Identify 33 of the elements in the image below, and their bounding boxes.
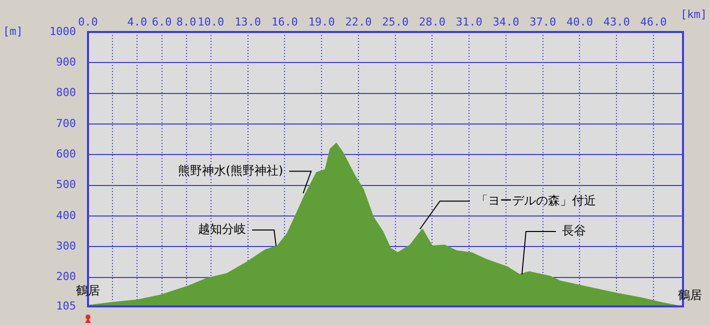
y-tick-label: 1000 [50,24,76,38]
y-tick-label: 200 [56,270,76,284]
annotation: 越知分岐 [198,222,246,236]
x-tick-label: 19.0 [308,15,335,28]
y-tick-label: 700 [56,116,76,130]
y-tick-label: 105 [56,299,76,312]
y-tick-label: 900 [56,56,76,69]
x-tick-label: 46.0 [640,15,667,28]
annotation: 熊野神水(熊野神社) [178,163,284,178]
y-tick-label: 800 [56,86,76,100]
y-axis-title: [m] [3,24,23,38]
x-tick-label: 25.0 [382,15,409,28]
x-axis-title: [km] [680,8,707,21]
annotation: 長谷 [562,224,586,238]
x-tick-label: 8.0 [176,15,196,28]
x-tick-label: 0.0 [78,15,98,28]
x-tick-label: 40.0 [566,15,593,28]
y-tick-label: 500 [56,178,76,192]
x-tick-label: 22.0 [345,15,372,28]
x-tick-label: 10.0 [198,15,224,28]
x-tick-label: 31.0 [456,15,482,28]
x-tick-label: 43.0 [603,15,630,28]
y-tick-label: 600 [56,147,76,160]
x-tick-label: 34.0 [492,15,520,28]
x-tick-label: 4.0 [127,15,148,28]
x-tick-label: 13.0 [234,15,262,28]
y-tick-label: 300 [56,239,76,252]
x-tick-label: 37.0 [530,15,556,28]
x-tick-label: 28.0 [418,15,446,28]
x-tick-label: 16.0 [271,15,298,28]
x-tick-label: 6.0 [152,15,172,28]
y-tick-label: 400 [56,208,76,222]
annotation: 「ヨーデルの森」付近 [476,193,596,208]
